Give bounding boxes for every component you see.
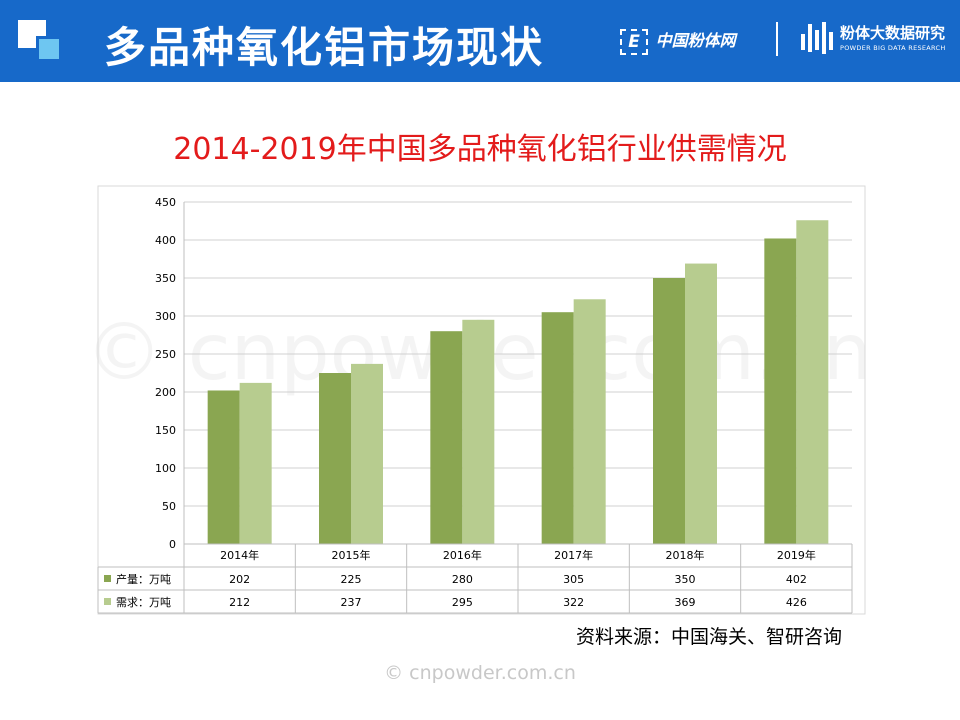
watermark-footer: © cnpowder.com.cn [384, 662, 576, 684]
bar-production [764, 238, 797, 545]
chart-title: 2014-2019年中国多品种氧化铝行业供需情况 [173, 132, 787, 167]
logo-square-accent-icon [36, 36, 62, 62]
x-tick-label: 2015年 [332, 548, 371, 562]
bar-demand [685, 263, 717, 544]
bar-production [319, 373, 351, 544]
x-tick-label: 2014年 [220, 548, 259, 562]
data-label: 322 [563, 596, 584, 609]
bar-production [207, 390, 240, 544]
data-label: 369 [675, 596, 696, 609]
data-label: 212 [229, 596, 250, 609]
brand-cnpowder-name: 中国粉体网 [655, 31, 736, 50]
x-tick-label: 2016年 [443, 548, 482, 562]
y-tick-label: 250 [155, 348, 176, 361]
page-title: 多品种氧化铝市场现状 [104, 23, 545, 72]
data-label: 237 [341, 596, 362, 609]
source-note: 资料来源：中国海关、智研咨询 [576, 626, 843, 648]
y-tick-label: 100 [155, 462, 176, 475]
bar-production [653, 278, 685, 544]
bar-demand [462, 319, 495, 544]
brand-bigdata-name: 粉体大数据研究 [840, 24, 946, 42]
data-label: 295 [452, 596, 473, 609]
x-tick-label: 2018年 [666, 548, 705, 562]
y-tick-label: 450 [155, 196, 176, 209]
legend-label: 需求：万吨 [116, 596, 171, 609]
legend-label: 产量：万吨 [116, 572, 171, 586]
bar-chart-logo-icon [801, 22, 833, 54]
bar-production [541, 312, 574, 544]
y-tick-label: 50 [162, 500, 176, 513]
x-tick-label: 2019年 [777, 548, 816, 562]
legend-swatch [104, 575, 111, 582]
chart-frame [97, 185, 866, 615]
brand-cnpowder: E 中国粉体网 [620, 27, 736, 55]
y-tick-label: 200 [155, 386, 176, 399]
data-label: 350 [675, 573, 696, 586]
bar-demand [796, 220, 829, 545]
y-tick-label: 0 [169, 538, 176, 551]
y-tick-label: 350 [155, 272, 176, 285]
bar-demand [239, 382, 272, 544]
brand-e-icon: E [620, 28, 648, 55]
data-label: 225 [341, 573, 362, 586]
x-tick-label: 2017年 [554, 548, 593, 562]
bar-demand [351, 363, 383, 544]
legend-swatch [104, 598, 111, 605]
data-label: 202 [229, 573, 250, 586]
data-label: 426 [786, 596, 807, 609]
brand-divider [776, 22, 778, 56]
data-label: 280 [452, 573, 473, 586]
data-label: 402 [786, 573, 807, 586]
brand-bigdata-sub: POWDER BIG DATA RESEARCH [840, 44, 946, 52]
y-tick-label: 300 [155, 310, 176, 323]
bar-production [430, 331, 463, 544]
data-label: 305 [563, 573, 584, 586]
header-bar: 多品种氧化铝市场现状 E 中国粉体网 粉体大数据研究 POWDER BIG DA… [0, 0, 960, 82]
y-tick-label: 400 [155, 234, 176, 247]
y-tick-label: 150 [155, 424, 176, 437]
bar-demand [573, 299, 606, 544]
